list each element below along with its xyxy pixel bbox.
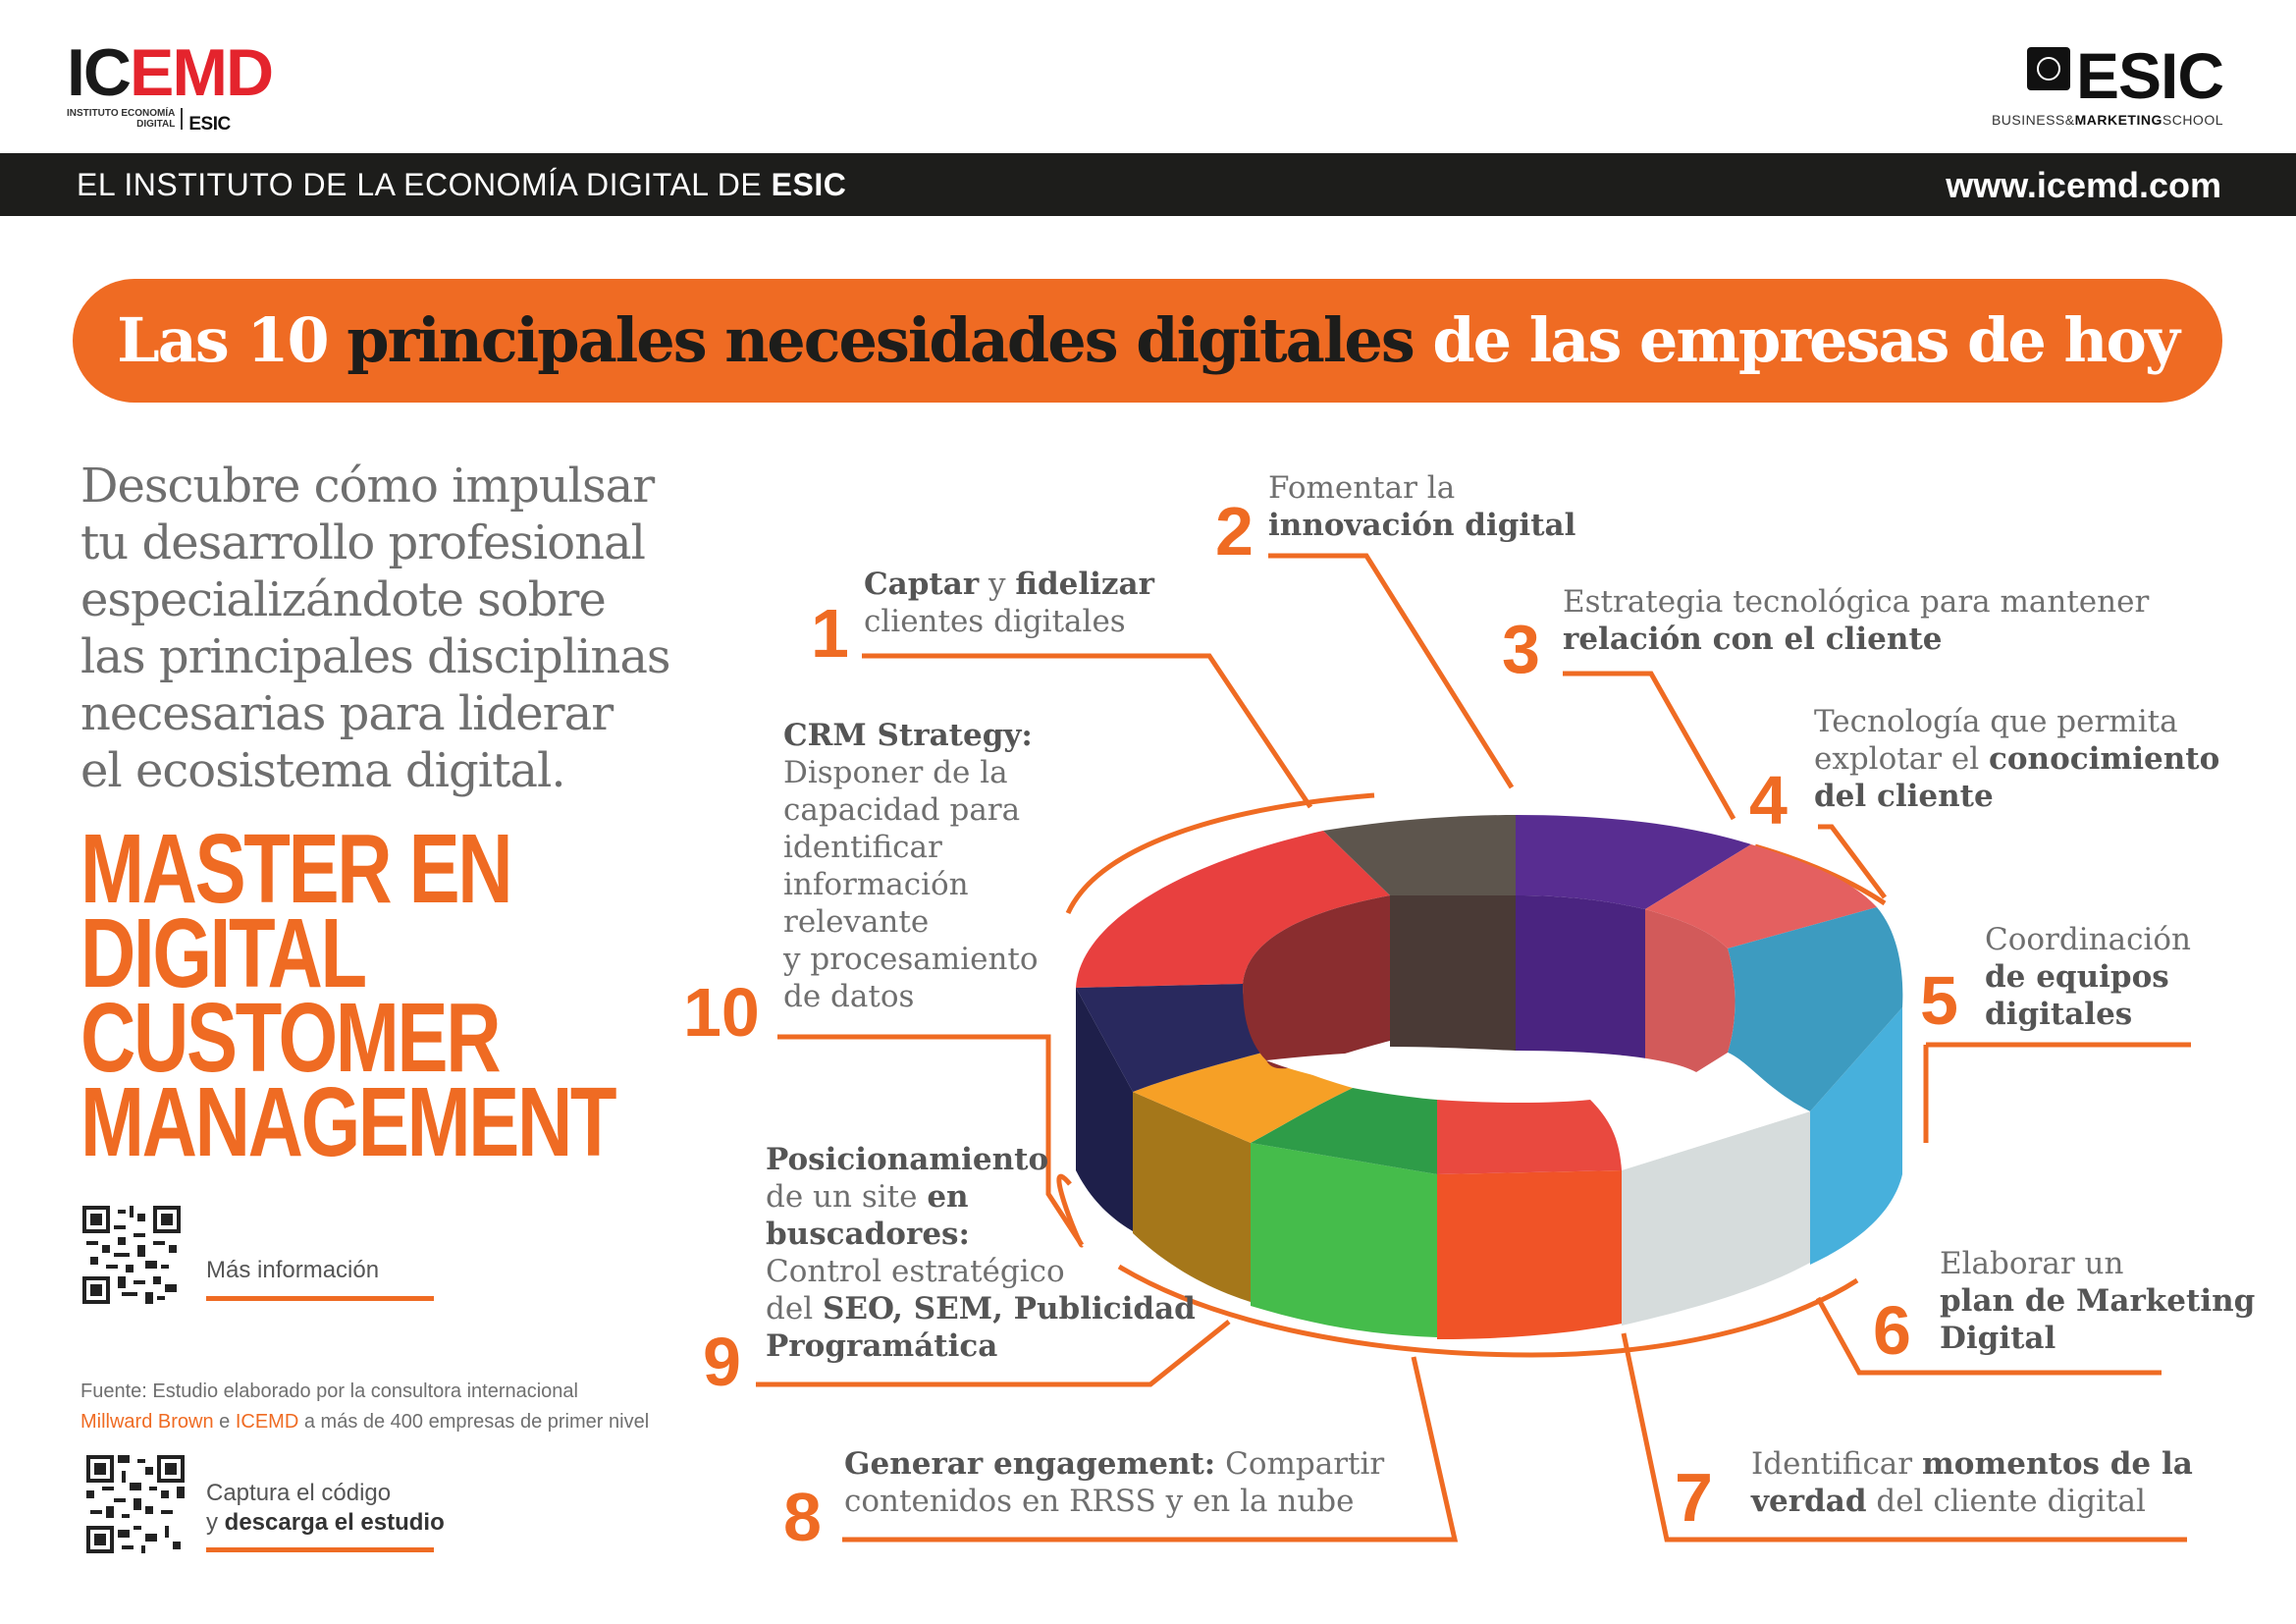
need-9-regular: de un site (766, 1179, 927, 1215)
need-5-bold: digitales (1985, 997, 2132, 1032)
need-number: 1 (811, 599, 849, 668)
need-7-regular: Identificar (1751, 1446, 1922, 1482)
donut-top-red2 (1437, 1100, 1622, 1174)
need-label: Estrategia tecnológica para mantener rel… (1563, 583, 2149, 658)
need-label: Posicionamiento de un site en buscadores… (766, 1141, 1196, 1365)
need-number: 10 (683, 978, 760, 1047)
need-10-line: identificar (783, 829, 1039, 866)
need-4-regular: explotar el (1814, 741, 1989, 777)
need-9-line: Control estratégico (766, 1253, 1196, 1290)
need-number: 8 (783, 1483, 822, 1551)
need-label: CRM Strategy: Disponer de la capacidad p… (783, 717, 1039, 1015)
donut-inner-brown (1390, 895, 1516, 1051)
need-1-and: y (979, 567, 1015, 602)
need-10-line: relevante (783, 903, 1039, 941)
need-2-line: Fomentar la (1268, 469, 1575, 507)
need-label: Coordinación de equipos digitales (1985, 921, 2191, 1033)
need-label: Generar engagement: Compartir contenidos… (844, 1445, 1384, 1520)
need-label: Identificar momentos de la verdad del cl… (1751, 1445, 2193, 1520)
donut-inner-purple (1516, 895, 1645, 1066)
need-label: Elaborar un plan de Marketing Digital (1940, 1245, 2255, 1357)
need-6-bold: Digital (1940, 1321, 2056, 1356)
need-9-bold: buscadores: (766, 1217, 970, 1252)
need-label: Captar y fidelizar clientes digitales (864, 566, 1154, 640)
need-6-bold: plan de Marketing (1940, 1283, 2255, 1319)
need-2-bold: innovación digital (1268, 508, 1575, 543)
need-7-bold: verdad (1751, 1484, 1867, 1519)
need-number: 6 (1873, 1296, 1911, 1365)
leader-line-3 (1563, 674, 1734, 819)
need-10-line: información (783, 866, 1039, 903)
need-3-line: Estrategia tecnológica para mantener (1563, 583, 2149, 621)
need-5-bold: de equipos (1985, 959, 2169, 995)
need-7-regular: del cliente digital (1867, 1484, 2146, 1519)
need-10-line: y procesamiento (783, 941, 1039, 978)
donut-side-green (1251, 1143, 1437, 1337)
leader-line-2 (1268, 556, 1512, 787)
need-label: Tecnología que permita explotar el conoc… (1814, 703, 2219, 815)
need-10-line: de datos (783, 978, 1039, 1015)
need-6-line: Elaborar un (1940, 1245, 2255, 1282)
need-number: 7 (1675, 1463, 1713, 1532)
need-number: 2 (1215, 497, 1254, 566)
need-9-bold: en (927, 1179, 968, 1215)
need-9-bold: Posicionamiento (766, 1142, 1048, 1177)
need-3-bold: relación con el cliente (1563, 622, 1943, 657)
donut-side-red (1437, 1170, 1622, 1339)
need-4-line: Tecnología que permita (1814, 703, 2219, 740)
need-4-bold: conocimiento (1989, 741, 2219, 777)
need-1-bold: fidelizar (1015, 567, 1154, 602)
need-4-bold: del cliente (1814, 779, 1994, 814)
need-5-line: Coordinación (1985, 921, 2191, 958)
need-label: Fomentar la innovación digital (1268, 469, 1575, 544)
need-8-regular: Compartir (1215, 1446, 1384, 1482)
need-number: 5 (1920, 966, 1958, 1035)
need-9-bold: SEO, SEM, Publicidad (823, 1291, 1196, 1326)
need-9-bold: Programática (766, 1328, 997, 1364)
need-number: 4 (1749, 766, 1788, 835)
need-9-regular: del (766, 1291, 823, 1326)
need-1-bold: Captar (864, 567, 979, 602)
need-10-line: Disponer de la (783, 754, 1039, 791)
need-number: 9 (703, 1327, 741, 1396)
need-10-line: capacidad para (783, 791, 1039, 829)
need-1-line: clientes digitales (864, 603, 1154, 640)
need-8-bold: Generar engagement: (844, 1446, 1215, 1482)
need-7-bold: momentos de la (1922, 1446, 2193, 1482)
need-10-bold: CRM Strategy: (783, 718, 1033, 753)
need-8-line: contenidos en RRSS y en la nube (844, 1483, 1384, 1520)
need-number: 3 (1502, 615, 1540, 683)
